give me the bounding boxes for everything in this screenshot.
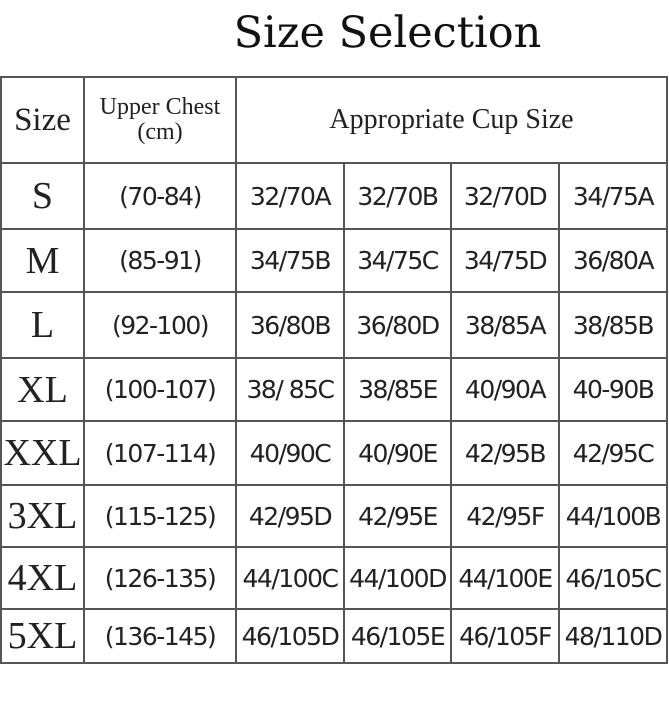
cup-size-cell: 40/90A bbox=[450, 357, 560, 422]
cup-size-cell: 40/90E bbox=[343, 420, 452, 486]
upper-chest-label: Upper Chest bbox=[99, 94, 221, 120]
chest-range-cell: (115-125) bbox=[83, 484, 237, 548]
size-cell: 4XL bbox=[0, 546, 85, 610]
size-cell: S bbox=[0, 162, 85, 230]
size-cell: 3XL bbox=[0, 484, 85, 548]
page-title: Size Selection bbox=[233, 8, 542, 58]
cup-size-cell: 40-90B bbox=[558, 357, 668, 422]
cup-size-cell: 32/70B bbox=[343, 162, 452, 230]
table-row: L (92-100) 36/80B 36/80D 38/85A 38/85B bbox=[0, 291, 668, 359]
chest-range-cell: (92-100) bbox=[83, 291, 237, 359]
cup-size-cell: 34/75A bbox=[558, 162, 668, 230]
cup-size-cell: 42/95E bbox=[343, 484, 452, 548]
table-row: M (85-91) 34/75B 34/75C 34/75D 36/80A bbox=[0, 228, 668, 293]
cup-size-cell: 36/80A bbox=[558, 228, 668, 293]
cup-size-cell: 44/100C bbox=[235, 546, 345, 610]
cup-size-cell: 34/75B bbox=[235, 228, 345, 293]
cup-size-cell: 44/100E bbox=[450, 546, 560, 610]
chest-range-cell: (85-91) bbox=[83, 228, 237, 293]
table-row: 5XL (136-145) 46/105D 46/105E 46/105F 48/110D bbox=[0, 608, 668, 664]
cup-size-cell: 38/85B bbox=[558, 291, 668, 359]
cup-size-cell: 44/100B bbox=[558, 484, 668, 548]
cup-size-cell: 36/80B bbox=[235, 291, 345, 359]
cup-size-cell: 38/ 85C bbox=[235, 357, 345, 422]
cup-size-cell: 46/105F bbox=[450, 608, 560, 664]
cup-size-cell: 34/75C bbox=[343, 228, 452, 293]
table-row: XXL (107-114) 40/90C 40/90E 42/95B 42/95C bbox=[0, 420, 668, 486]
header-row: Size Upper Chest (cm) Appropriate Cup Si… bbox=[0, 76, 668, 164]
cup-size-cell: 32/70D bbox=[450, 162, 560, 230]
cup-size-cell: 48/110D bbox=[558, 608, 668, 664]
size-header: Size bbox=[0, 76, 85, 164]
cup-size-cell: 34/75D bbox=[450, 228, 560, 293]
chest-range-cell: (70-84) bbox=[83, 162, 237, 230]
chest-range-cell: (126-135) bbox=[83, 546, 237, 610]
upper-chest-header: Upper Chest (cm) bbox=[83, 76, 237, 164]
cup-size-header: Appropriate Cup Size bbox=[235, 76, 668, 164]
cup-size-cell: 42/95C bbox=[558, 420, 668, 486]
size-cell: XXL bbox=[0, 420, 85, 486]
cup-size-cell: 42/95F bbox=[450, 484, 560, 548]
cup-size-cell: 46/105D bbox=[235, 608, 345, 664]
chest-range-cell: (100-107) bbox=[83, 357, 237, 422]
cup-size-cell: 36/80D bbox=[343, 291, 452, 359]
size-table: Size Upper Chest (cm) Appropriate Cup Si… bbox=[0, 76, 668, 664]
size-cell: XL bbox=[0, 357, 85, 422]
table-row: XL (100-107) 38/ 85C 38/85E 40/90A 40-90B bbox=[0, 357, 668, 422]
cup-size-cell: 46/105C bbox=[558, 546, 668, 610]
size-cell: L bbox=[0, 291, 85, 359]
table-row: S (70-84) 32/70A 32/70B 32/70D 34/75A bbox=[0, 162, 668, 230]
cup-size-cell: 44/100D bbox=[343, 546, 452, 610]
size-cell: 5XL bbox=[0, 608, 85, 664]
size-cell: M bbox=[0, 228, 85, 293]
cup-size-cell: 40/90C bbox=[235, 420, 345, 486]
cup-size-cell: 46/105E bbox=[343, 608, 452, 664]
cup-size-cell: 42/95B bbox=[450, 420, 560, 486]
cup-size-cell: 38/85A bbox=[450, 291, 560, 359]
table-row: 4XL (126-135) 44/100C 44/100D 44/100E 46/105C bbox=[0, 546, 668, 610]
chest-range-cell: (107-114) bbox=[83, 420, 237, 486]
table-row: 3XL (115-125) 42/95D 42/95E 42/95F 44/100B bbox=[0, 484, 668, 548]
cup-size-cell: 32/70A bbox=[235, 162, 345, 230]
cup-size-cell: 38/85E bbox=[343, 357, 452, 422]
upper-chest-unit: (cm) bbox=[137, 119, 183, 145]
chest-range-cell: (136-145) bbox=[83, 608, 237, 664]
cup-size-cell: 42/95D bbox=[235, 484, 345, 548]
